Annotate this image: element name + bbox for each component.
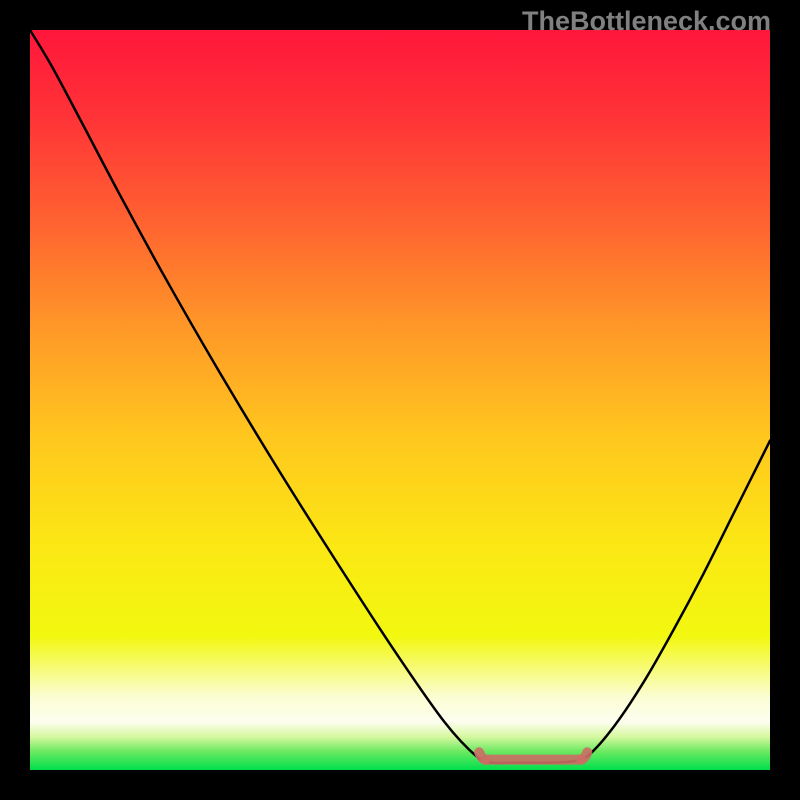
chart-svg	[30, 30, 770, 770]
watermark-text: TheBottleneck.com	[522, 6, 771, 37]
optimal-range-cap	[479, 752, 485, 759]
chart-container: TheBottleneck.com	[0, 0, 800, 800]
plot-area	[30, 30, 770, 770]
optimal-range-cap	[581, 752, 587, 759]
